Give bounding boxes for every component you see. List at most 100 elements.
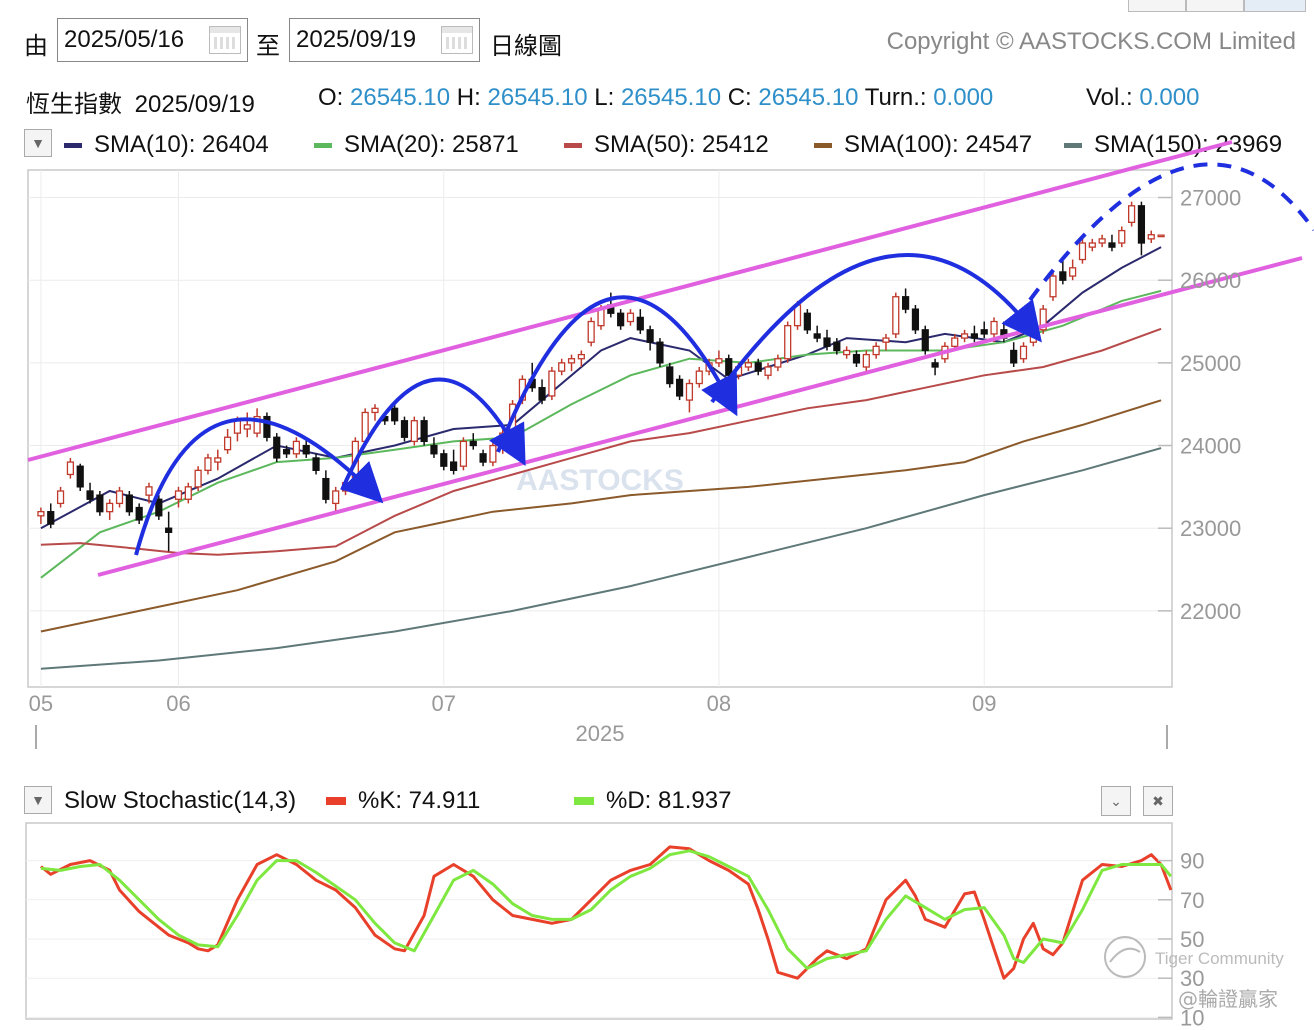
candle-body (224, 436, 232, 451)
high-value: 26545.10 (487, 84, 588, 111)
toolbar-tab-active[interactable] (1244, 0, 1306, 12)
collapse-button[interactable]: ⌄ (1101, 786, 1131, 816)
candle-body (843, 349, 851, 356)
legend-swatch (326, 797, 346, 805)
quote-name-date: 恆生指數 2025/09/19 (26, 84, 255, 119)
trend-arc-arrow (496, 295, 738, 453)
candle-body (656, 341, 664, 364)
candle-body (587, 320, 595, 343)
y-tick-label: 70 (1180, 888, 1204, 913)
candlesticks (37, 201, 1165, 552)
candle-body (115, 490, 124, 505)
candle-body (744, 362, 752, 368)
calendar-icon[interactable] (441, 26, 473, 54)
x-tick-label: 05 (29, 691, 53, 716)
calendar-icon[interactable] (209, 26, 241, 54)
candle-body (214, 457, 222, 463)
candle-body (1098, 238, 1106, 244)
candle-body (204, 457, 212, 471)
x-tick-label: 07 (432, 691, 456, 716)
plot-frame (27, 169, 1173, 688)
candle-body (86, 490, 94, 500)
y-tick-label: 22000 (1180, 599, 1241, 624)
candle-body (1118, 229, 1126, 244)
candle-body (174, 490, 183, 500)
sma-line (40, 327, 1162, 556)
candle-body (960, 333, 969, 339)
legend-swatch (1064, 142, 1082, 148)
candle-body (1059, 271, 1067, 281)
price-chart[interactable]: AASTOCKS 220002300024000250002600027000 … (0, 0, 1314, 760)
candle-body (636, 316, 644, 331)
candle-body (322, 477, 330, 500)
from-label: 由 (24, 33, 48, 60)
candle-body (1069, 267, 1077, 277)
candle-body (833, 341, 841, 352)
indicator-dropdown-button[interactable]: ▼ (24, 786, 52, 814)
legend-swatch (564, 142, 582, 148)
candle-body (892, 296, 900, 335)
candle-body (410, 420, 418, 443)
candle-body (538, 387, 546, 401)
legend-swatch (64, 142, 82, 148)
legend-sma50: SMA(50): 25412 (564, 131, 769, 159)
candle-body (567, 358, 576, 364)
candle-body (1157, 234, 1165, 238)
candle-body (803, 312, 811, 331)
candle-body (1088, 242, 1096, 248)
legend-label: SMA(50): 25412 (594, 131, 769, 158)
quote-volume: Vol.: 0.000 (1086, 84, 1199, 112)
candle-body (676, 378, 684, 397)
candle-body (400, 420, 409, 438)
candle-body (1049, 275, 1057, 298)
candle-body (626, 312, 635, 323)
candle-body (852, 353, 861, 364)
candle-body (1147, 234, 1155, 240)
turnover-value: 0.000 (933, 84, 994, 111)
candle-body (420, 420, 428, 443)
candle-body (263, 415, 271, 438)
chevron-down-icon: ⌄ (1110, 792, 1122, 809)
overlay-dropdown-button[interactable]: ▼ (24, 129, 52, 157)
sma-line (40, 399, 1162, 633)
candle-body (459, 440, 468, 467)
from-date-field[interactable]: 2025/05/16 (57, 18, 248, 62)
x-tick-label: 08 (707, 691, 731, 716)
candle-body (666, 366, 674, 385)
candle-body (558, 362, 566, 372)
sma-line (40, 289, 1162, 579)
channel-lower-line (97, 256, 1303, 577)
candle-body (990, 320, 998, 335)
candle-body (37, 511, 45, 517)
community-text: Tiger Community (1155, 949, 1284, 968)
price-axis: 22000 23000 24000 25000 26000 27000 (1158, 186, 1241, 624)
candle-body (921, 329, 929, 352)
candle-body (646, 329, 654, 343)
toolbar-tab[interactable] (1186, 0, 1244, 12)
close-indicator-button[interactable]: ✖ (1143, 786, 1173, 816)
y-tick-label: 27000 (1180, 186, 1241, 211)
candle-body (784, 325, 792, 360)
candle-body (862, 353, 870, 368)
year-label: 2025 (576, 721, 625, 746)
candle-body (450, 461, 458, 471)
legend-swatch (814, 142, 832, 148)
to-date-field[interactable]: 2025/09/19 (289, 18, 480, 62)
trend-arc-arrow (710, 253, 1042, 404)
candle-body (96, 494, 104, 513)
candle-body (1108, 242, 1116, 248)
y-tick-label: 30 (1180, 966, 1204, 991)
index-name: 恆生指數 (26, 91, 122, 118)
candle-body (1078, 242, 1087, 261)
chart-type-label: 日線圖 (490, 33, 562, 60)
candle-body (951, 337, 959, 347)
candle-body (302, 444, 310, 455)
candle-body (292, 440, 300, 455)
y-tick-label: 50 (1180, 927, 1204, 952)
candle-body (243, 424, 251, 430)
trend-arc-arrow (134, 417, 384, 556)
toolbar-tab[interactable] (1128, 0, 1186, 12)
candle-body (312, 457, 320, 471)
candle-body (902, 296, 910, 310)
